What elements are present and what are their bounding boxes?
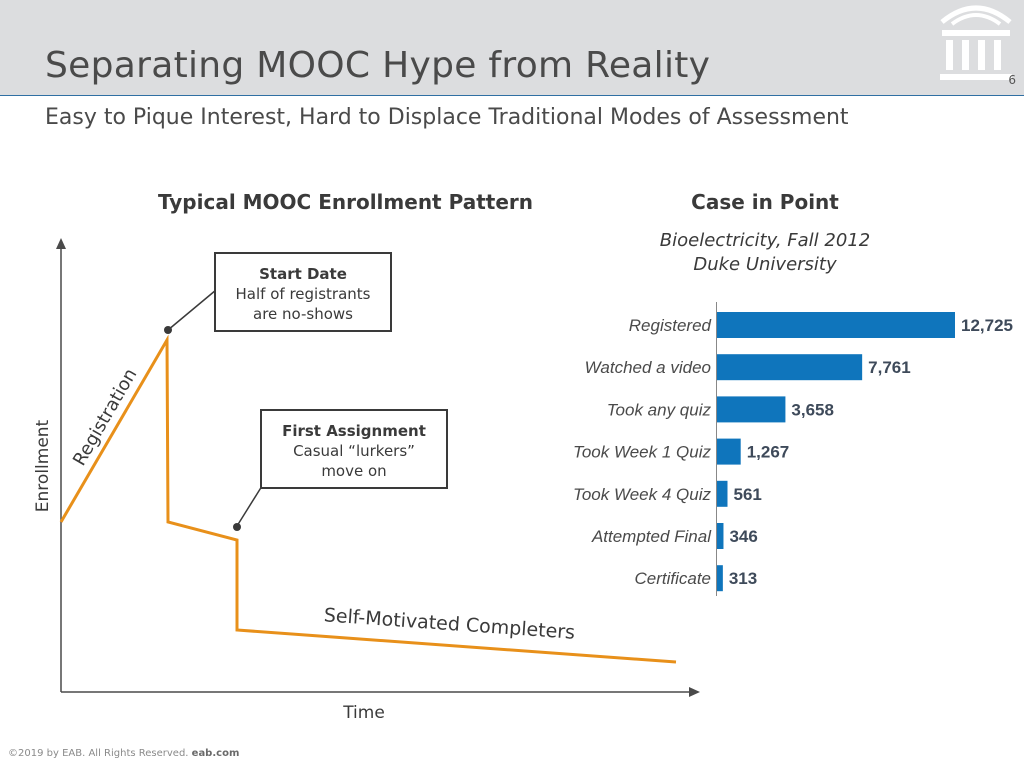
callout-first-assignment-line2: move on [321,462,387,480]
bar-registered [717,312,955,338]
footer-copyright: ©2019 by EAB. All Rights Reserved. [8,748,189,759]
case-institution: Duke University [693,254,837,275]
bar-value-watched-a-video: 7,761 [868,358,911,377]
footer: ©2019 by EAB. All Rights Reserved. eab.c… [8,748,239,759]
bar-label-registered: Registered [629,316,712,335]
bar-attempted-final [717,523,724,549]
footer-site: eab.com [191,748,240,759]
bar-value-took-week-4-quiz: 561 [733,485,761,504]
callout-dot-assignment [233,523,241,531]
bar-label-took-any-quiz: Took any quiz [607,400,712,419]
callout-connector-start [167,289,217,331]
x-axis-arrow-icon [689,687,700,697]
case-title: Case in Point [691,190,839,214]
bar-label-took-week-1-quiz: Took Week 1 Quiz [573,443,711,462]
bar-value-took-any-quiz: 3,658 [791,400,834,419]
bar-label-took-week-4-quiz: Took Week 4 Quiz [573,485,711,504]
slide-subtitle: Easy to Pique Interest, Hard to Displace… [45,105,849,130]
callout-first-assignment: First Assignment Casual “lurkers” move o… [260,409,448,489]
bar-value-certificate: 313 [729,569,757,588]
bar-certificate [717,565,723,592]
diagram-title: Typical MOOC Enrollment Pattern [158,190,533,214]
x-axis-label: Time [342,703,385,723]
y-axis-label: Enrollment [33,419,53,512]
header-band [0,0,1024,96]
bar-took-week-4-quiz [717,480,728,507]
page-number: 6 [1008,73,1016,87]
bar-watched-a-video [717,354,863,381]
slide-title: Separating MOOC Hype from Reality [45,45,711,86]
callout-connector-assignment [236,485,263,527]
bar-took-week-1-quiz [717,438,741,465]
bar-label-watched-a-video: Watched a video [585,358,711,377]
bar-label-attempted-final: Attempted Final [591,527,712,546]
callout-first-assignment-title: First Assignment [282,422,426,440]
bar-label-certificate: Certificate [634,569,711,588]
callout-dot-start [164,326,172,334]
callout-start-date-line1: Half of registrants [235,285,371,303]
bar-value-attempted-final: 346 [729,527,757,546]
enrollment-line [59,334,677,664]
bar-value-registered: 12,725 [961,316,1013,335]
callout-start-date-line2: are no-shows [253,305,353,323]
institution-logo-icon [940,5,1012,80]
y-axis-arrow-icon [56,238,66,249]
case-course: Bioelectricity, Fall 2012 [659,230,871,251]
callout-first-assignment-line1: Casual “lurkers” [293,442,415,460]
callout-start-date: Start Date Half of registrants are no-sh… [214,252,392,332]
bar-took-any-quiz [717,396,786,423]
callout-start-date-title: Start Date [259,265,347,283]
bar-value-took-week-1-quiz: 1,267 [747,443,790,462]
